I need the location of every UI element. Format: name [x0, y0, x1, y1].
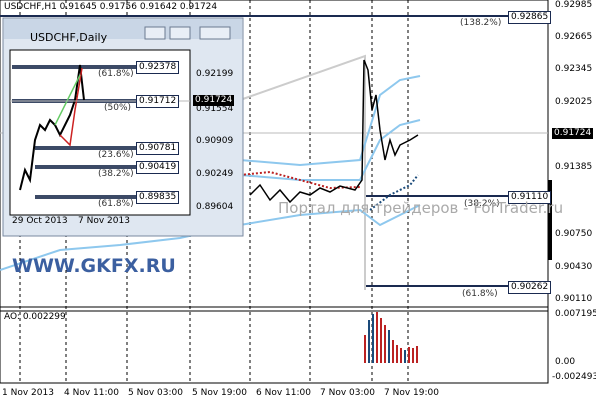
minimize-button[interactable]: [144, 26, 166, 40]
inset-time-label: 29 Oct 2013: [12, 216, 68, 226]
inset-trend: [54, 74, 81, 126]
inset-level-label: 0.90781: [136, 142, 180, 155]
inset-plot: [9, 49, 191, 216]
time-label: 4 Nov 11:00: [64, 388, 119, 398]
price-candles: [249, 59, 419, 204]
inset-trend: [59, 67, 83, 147]
inset-candles: [19, 64, 85, 191]
inset-level-label: 0.92378: [136, 61, 180, 74]
indicator-axis-label: 0.007195: [555, 309, 596, 319]
time-label: 6 Nov 11:00: [256, 388, 311, 398]
scroll-marker: [548, 180, 552, 260]
parabolic-sar: [239, 170, 361, 190]
price-label: 0.92025: [555, 97, 593, 107]
inset-fib-label: (38.2%): [98, 169, 134, 179]
level-label: 0.91110: [508, 191, 552, 204]
price-label: 0.90110: [555, 294, 593, 304]
price-label: 0.92665: [555, 32, 593, 42]
indicator-axis-label: 0.00: [555, 357, 576, 367]
time-label: 7 Nov 19:00: [384, 388, 439, 398]
parabolic-sar: [369, 174, 419, 211]
time-label: 5 Nov 03:00: [128, 388, 183, 398]
chart-header: USDCHF,H1 0.91645 0.91756 0.91642 0.9172…: [4, 2, 218, 12]
fib-label: (61.8%): [462, 289, 498, 299]
inset-price-label: 0.91554: [196, 104, 234, 114]
inset-fib-label: (50%): [104, 103, 132, 113]
price-label: 0.90750: [555, 229, 593, 239]
inset-price-label: 0.92199: [196, 69, 234, 79]
price-label: 0.92985: [555, 0, 593, 10]
time-label: 5 Nov 19:00: [192, 388, 247, 398]
restore-button[interactable]: [169, 26, 191, 40]
inset-level-label: 0.91712: [136, 95, 180, 108]
inset-price-label: 0.89604: [196, 202, 234, 212]
current-price: 0.91724: [552, 128, 594, 139]
level-label: 0.90262: [508, 281, 552, 294]
fib-label: (38.2%): [464, 199, 500, 209]
inset-fib-label: (61.8%): [98, 199, 134, 209]
fib-label: (138.2%): [460, 18, 502, 28]
inset-title: USDCHF,Daily: [30, 31, 108, 44]
indicator-label: AO: 0.002299: [4, 312, 66, 322]
inset-time-label: 7 Nov 2013: [78, 216, 130, 226]
time-label: 1 Nov 2013: [2, 388, 54, 398]
ao-histogram: [364, 312, 418, 363]
inset-current-price: 0.91724: [193, 95, 235, 106]
level-label: 0.92865: [508, 11, 552, 24]
inset-price-label: 0.90909: [196, 136, 234, 146]
envelope-mid: [239, 119, 421, 181]
price-label: 0.91385: [555, 162, 593, 172]
inset-price-label: 0.90249: [196, 169, 234, 179]
inset-level-label: 0.89835: [136, 191, 180, 204]
close-button[interactable]: [199, 26, 231, 40]
price-label: 0.90430: [555, 262, 593, 272]
indicator-axis-label: -0.002493: [552, 372, 596, 382]
price-label: 0.92345: [555, 64, 593, 74]
fib-trend: [239, 54, 366, 290]
inset-fib-label: (61.8%): [98, 69, 134, 79]
inset-level-label: 0.90419: [136, 161, 180, 174]
watermark: WWW.GKFX.RU: [12, 255, 176, 277]
watermark: Портал для трейдеров - ForTrader.ru: [278, 199, 564, 217]
inset-fib-label: (23.6%): [98, 150, 134, 160]
envelope-lower: [0, 204, 421, 271]
envelope-upper: [239, 75, 421, 167]
time-label: 7 Nov 03:00: [320, 388, 375, 398]
